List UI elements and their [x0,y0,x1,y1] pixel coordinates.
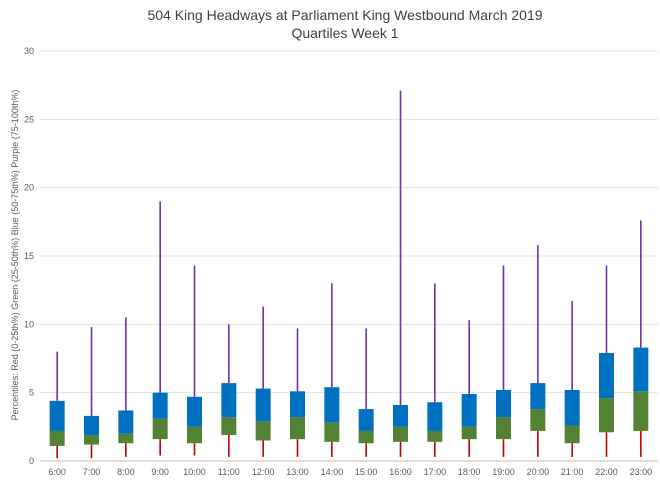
x-tick-label: 9:00 [151,467,169,477]
lower-box [221,417,237,436]
x-tick-labels: 6:00 7:00 8:00 9:00 10:00 11:00 12:00 13:00 14:0… [48,467,652,477]
quartile-group [49,351,65,459]
quartile-group [427,283,443,457]
quartile-group [84,327,99,459]
upper-box [221,383,237,418]
x-tick-label: 21:00 [561,467,584,477]
y-tick-label: 30 [24,46,34,56]
x-tick-label: 8:00 [117,467,135,477]
x-tick-label: 18:00 [458,467,481,477]
quartile-group [187,265,202,456]
x-tick-label: 6:00 [48,467,66,477]
quartile-group [599,265,614,457]
lower-box [633,391,649,431]
quartile-group [564,301,580,457]
y-tick-label: 20 [24,183,34,193]
x-tick-label: 16:00 [389,467,412,477]
upper-box [427,402,443,431]
lower-box [496,417,511,440]
quartile-group [118,317,134,457]
upper-box [152,392,168,419]
lower-box [427,430,443,442]
gridlines [40,50,658,462]
y-tick-label: 25 [24,114,34,124]
quartile-group [461,320,477,457]
quartile-group [290,328,305,457]
x-tick-label: 14:00 [321,467,344,477]
lower-box [290,417,305,440]
upper-box [633,347,649,392]
y-tick-label: 10 [24,319,34,329]
upper-box [255,388,271,422]
lower-box [255,421,271,441]
lower-box [461,426,477,440]
plot-area [49,90,649,459]
lower-box [530,409,546,431]
x-tick-label: 17:00 [424,467,447,477]
x-tick-label: 15:00 [355,467,378,477]
upper-box [564,389,580,426]
upper-box [461,394,477,427]
lower-box [187,426,202,444]
lower-box [599,398,614,433]
upper-box [290,391,305,418]
lower-box [49,430,65,446]
y-tick-label: 5 [29,388,34,398]
lower-box [358,430,374,444]
quartile-group [152,201,168,456]
x-tick-label: 19:00 [492,467,515,477]
lower-box [324,422,340,442]
upper-box [118,410,134,434]
quartile-group [393,90,408,457]
y-axis-label: Percentiles: Red (0-25th%) Green (25-50t… [10,90,20,421]
quartile-group [633,220,649,457]
lower-box [118,433,134,444]
chart-title: 504 King Headways at Parliament King Wes… [147,7,542,23]
x-tick-label: 20:00 [527,467,550,477]
lower-box [84,435,99,445]
lower-box [393,426,408,442]
x-tick-label: 12:00 [252,467,275,477]
y-tick-label: 0 [29,456,34,466]
x-tick-label: 22:00 [595,467,618,477]
upper-box [49,400,65,431]
x-tick-label: 23:00 [630,467,653,477]
quartile-group [324,283,340,457]
x-tick-label: 13:00 [286,467,309,477]
chart-subtitle: Quartiles Week 1 [291,25,398,41]
quartile-group [530,245,546,457]
quartile-group [255,306,271,457]
upper-box [324,387,340,423]
y-tick-label: 15 [24,251,34,261]
lower-box [152,418,168,440]
upper-box [496,389,511,418]
x-tick-label: 11:00 [218,467,240,477]
y-tick-labels: 0 5 10 15 20 25 30 [24,46,34,466]
upper-box [393,404,408,427]
x-tick-label: 10:00 [183,467,206,477]
upper-box [187,396,202,427]
upper-box [530,383,546,410]
upper-box [84,415,99,436]
lower-box [564,425,580,444]
x-tick-label: 7:00 [83,467,101,477]
quartile-group [496,265,511,457]
upper-box [599,353,614,399]
quartile-group [221,324,237,457]
upper-box [358,409,374,431]
quartile-group [358,328,374,457]
